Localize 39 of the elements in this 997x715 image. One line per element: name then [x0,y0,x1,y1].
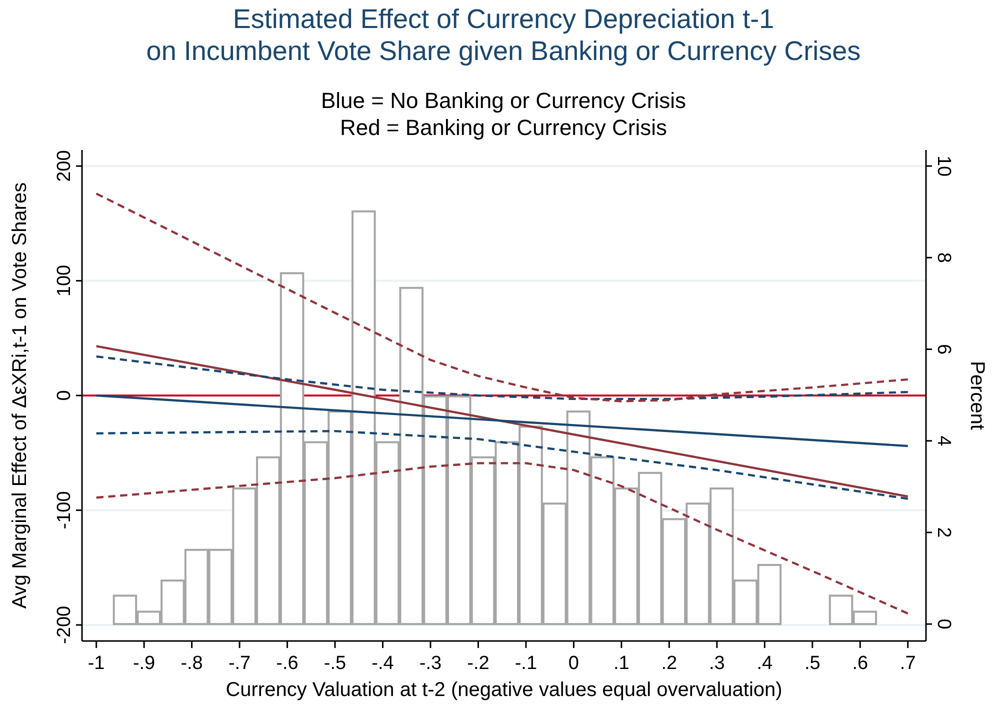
y-tick-label: 0 [54,390,75,401]
x-tick-label: -.7 [228,653,251,674]
y-tick-label: 100 [54,264,75,297]
x-tick-label: -.9 [132,653,156,674]
x-tick-label: .6 [852,653,868,674]
x-tick-label: -.3 [419,653,442,674]
y2-tick-label: 0 [933,618,954,630]
y2-tick-label: 4 [933,436,954,447]
x-tick-label: .2 [661,653,678,674]
x-tick-label: .3 [708,653,725,674]
x-tick-label: -.5 [324,653,346,674]
x-tick-label: -.8 [180,653,203,674]
x-tick-label: .4 [756,653,773,674]
y2-tick-label: 2 [933,527,954,538]
y2-tick-label: 6 [933,344,954,355]
x-tick-label: -1 [88,653,105,674]
y-tick-label: 200 [54,150,75,182]
y2-tick-label: 10 [933,155,954,177]
x-tick-label: -.2 [467,653,490,674]
line-series [95,192,909,402]
y2-axis-title: Percent [966,361,988,430]
x-axis-title: Currency Valuation at t-2 (negative values equal overvaluation) [226,679,782,701]
x-tick-label: -.6 [276,653,298,674]
x-tick-label: .7 [900,653,916,674]
line-series [95,430,909,500]
y2-tick-label: 8 [933,252,954,263]
y-tick-label: -100 [54,491,75,530]
line-series [95,462,909,615]
y-axis-title: Avg Marginal Effect of ΔεXRi,t-1 on Vote Shares [9,182,31,609]
y-tick-label: -200 [54,606,75,644]
chart-subtitle: Blue = No Banking or Currency Crisis Red = Banking or Currency Crisis [321,88,686,140]
chart-title: Estimated Effect of Currency Depreciation t-1 on Incumbent Vote Share given Banking or Currency Crises [146,4,861,66]
x-tick-label: .1 [614,653,630,674]
x-tick-label: -.4 [372,653,394,674]
x-tick-label: .5 [804,653,820,674]
x-tick-label: 0 [568,653,579,674]
line-series [95,345,909,498]
line-series [95,355,909,400]
x-tick-label: -.1 [514,653,538,674]
